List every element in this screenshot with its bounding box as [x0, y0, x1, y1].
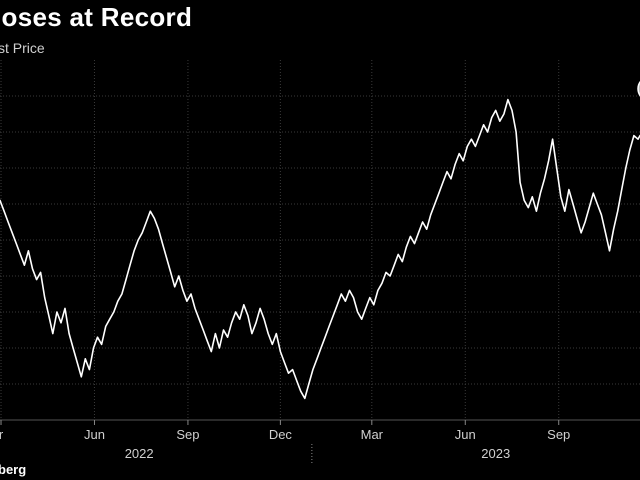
x-tick-label: Mar	[361, 427, 384, 442]
x-tick-label: r	[0, 427, 4, 442]
chart-subtitle: st Price	[0, 40, 45, 56]
x-tick-label: Jun	[455, 427, 476, 442]
x-tick-label: Sep	[547, 427, 570, 442]
x-tick-label: Jun	[84, 427, 105, 442]
source-label: berg	[0, 462, 27, 477]
year-label: 2022	[125, 446, 154, 461]
x-axis: r Jun Sep Dec Mar Jun Sep 2022 2023	[0, 419, 640, 464]
year-label: 2023	[481, 446, 510, 461]
series-layer	[0, 98, 640, 400]
x-tick-label: Sep	[176, 427, 199, 442]
x-tick-label: Dec	[269, 427, 293, 442]
gridlines	[0, 60, 640, 420]
price-line	[0, 98, 640, 400]
chart-title: loses at Record	[0, 2, 193, 32]
